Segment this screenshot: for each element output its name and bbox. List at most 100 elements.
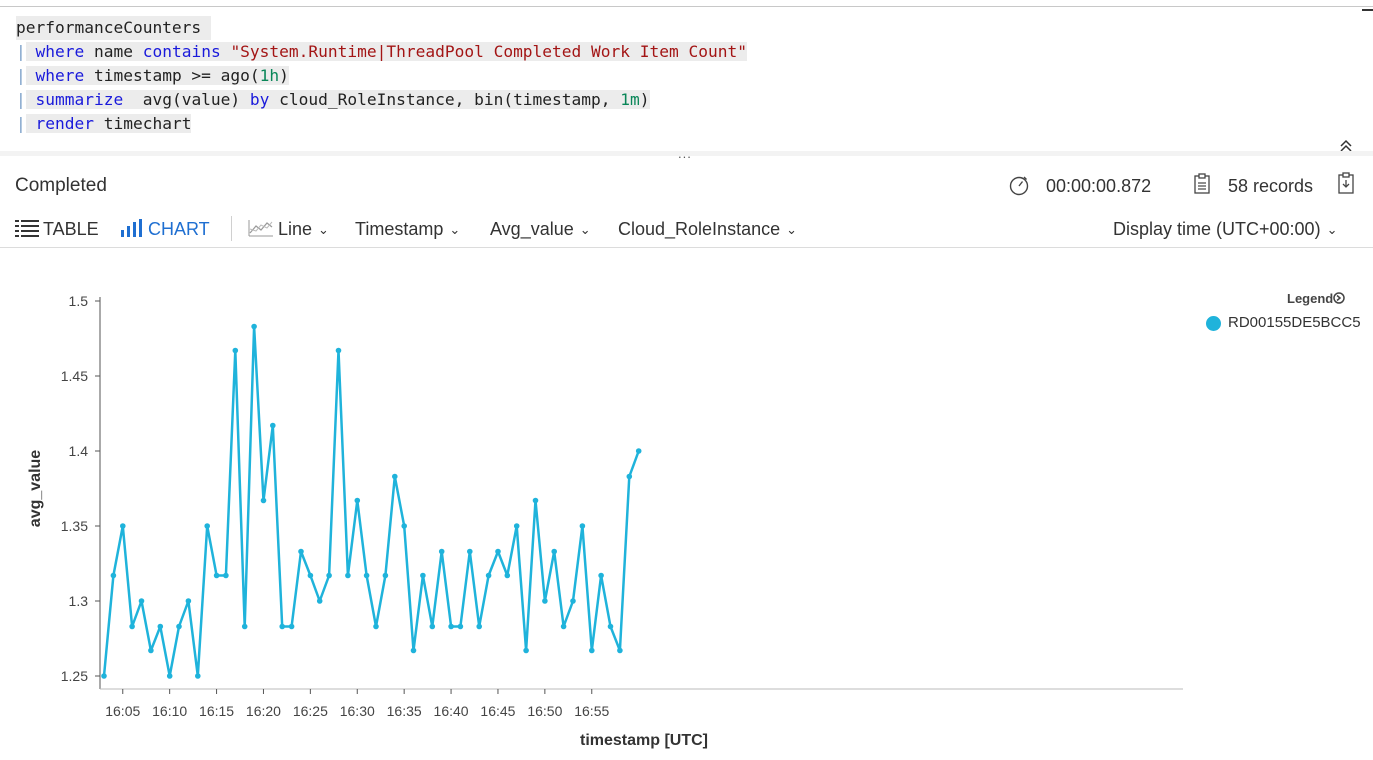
- data-point: [598, 572, 604, 579]
- data-point: [551, 548, 557, 555]
- data-point: [195, 673, 201, 679]
- series-line: [102, 325, 640, 678]
- query-text: timestamp >= ago(: [84, 66, 260, 85]
- copy-icon[interactable]: [1336, 171, 1356, 195]
- query-line-2[interactable]: | where name contains "System.Runtime|Th…: [16, 40, 747, 64]
- x-tick-label: 16:40: [434, 703, 469, 719]
- legend-item-label[interactable]: RD00155DE5BCC5: [1228, 314, 1361, 331]
- data-point: [438, 548, 445, 555]
- query-text: name: [84, 42, 143, 61]
- data-point: [467, 548, 473, 555]
- data-point: [316, 598, 323, 604]
- x-tick-label: 16:10: [152, 703, 187, 719]
- x-tick-label: 16:20: [246, 703, 281, 719]
- data-point: [476, 623, 483, 630]
- line-chart-icon: [248, 220, 273, 237]
- data-point: [213, 572, 220, 579]
- x-tick-label: 16:35: [387, 703, 422, 719]
- keyword: render: [35, 114, 94, 133]
- chart-type-label: Line: [278, 219, 313, 239]
- x-axis-title: timestamp [UTC]: [580, 732, 708, 749]
- pipe-char: |: [16, 42, 26, 61]
- data-point: [166, 673, 173, 679]
- records-count: 58 records: [1228, 176, 1314, 196]
- query-line-1[interactable]: performanceCounters: [16, 16, 211, 40]
- arrow-right-circle-icon: [1333, 292, 1345, 304]
- chevron-down-icon: ⌄: [318, 222, 329, 237]
- display-time-dropdown[interactable]: Display time (UTC+00:00) ⌄: [1113, 217, 1337, 241]
- data-point: [382, 572, 389, 579]
- data-point: [120, 523, 126, 529]
- query-line-5[interactable]: | render timechart: [16, 112, 192, 136]
- legend-title[interactable]: Legend: [1287, 291, 1345, 306]
- data-point: [626, 473, 633, 480]
- tab-chart[interactable]: CHART: [120, 217, 210, 241]
- data-point: [110, 572, 117, 579]
- split-by-label: Cloud_RoleInstance: [618, 219, 781, 239]
- pipe-char: |: [16, 66, 26, 85]
- query-text: ): [639, 90, 650, 109]
- data-point: [138, 598, 145, 604]
- x-tick-label: 16:45: [480, 703, 515, 719]
- x-tick-label: 16:30: [340, 703, 375, 719]
- data-point: [513, 523, 520, 529]
- chevron-down-icon: ⌄: [786, 222, 798, 237]
- y-axis-title: avg_value: [27, 450, 44, 527]
- data-point: [148, 647, 154, 654]
- x-tick-label: 16:55: [574, 703, 609, 719]
- split-by-dropdown[interactable]: Cloud_RoleInstance ⌄: [618, 217, 797, 241]
- query-text: ): [279, 66, 289, 85]
- clipboard-icon: [1193, 173, 1211, 195]
- query-line-4[interactable]: | summarize avg(value) by cloud_RoleInst…: [16, 88, 650, 112]
- data-point: [345, 572, 351, 579]
- data-point: [485, 572, 492, 579]
- data-point: [457, 623, 464, 630]
- query-text: timechart: [93, 114, 192, 133]
- tab-chart-label: CHART: [148, 219, 210, 239]
- data-point: [232, 347, 239, 354]
- query-text: cloud_RoleInstance, bin(timestamp,: [269, 90, 621, 109]
- toolbar-divider: [231, 216, 232, 241]
- splitter-handle[interactable]: ...: [678, 146, 692, 161]
- data-point: [504, 572, 511, 579]
- x-axis-dropdown[interactable]: Timestamp ⌄: [355, 217, 460, 241]
- double-chevron-up-icon[interactable]: [1334, 138, 1358, 160]
- data-point: [354, 497, 361, 504]
- y-tick-label: 1.45: [61, 368, 88, 384]
- chart-type-dropdown[interactable]: Line ⌄: [248, 217, 329, 241]
- y-axis-dropdown[interactable]: Avg_value ⌄: [490, 217, 591, 241]
- data-point: [392, 473, 398, 480]
- data-point: [298, 548, 304, 555]
- legend-title-text: Legend: [1287, 291, 1334, 306]
- query-editor[interactable]: performanceCounters | where name contain…: [0, 14, 1373, 154]
- x-axis-label: Timestamp: [355, 219, 444, 239]
- x-tick-label: 16:50: [527, 703, 562, 719]
- y-tick-label: 1.5: [69, 293, 89, 309]
- data-point: [279, 623, 286, 630]
- scrollbar-thumb[interactable]: [1362, 9, 1373, 11]
- data-point: [185, 598, 192, 604]
- line-chart[interactable]: 1.25 1.3 1.35 1.4 1.45 1.5 16:05 16:10 16:15 16:2…: [0, 248, 1200, 760]
- data-point: [307, 572, 314, 579]
- data-point: [589, 647, 595, 654]
- data-point: [270, 422, 276, 429]
- data-point: [251, 323, 257, 330]
- data-point: [363, 572, 370, 579]
- pipe-char: |: [16, 90, 26, 109]
- number-literal: 1h: [259, 66, 280, 85]
- tab-table[interactable]: TABLE: [15, 217, 99, 241]
- data-point: [532, 497, 539, 504]
- data-point: [176, 623, 182, 630]
- data-point: [204, 523, 210, 529]
- top-border: [0, 6, 1373, 7]
- x-tick-label: 16:25: [293, 703, 328, 719]
- y-tick-label: 1.35: [61, 518, 88, 534]
- query-line-3[interactable]: | where timestamp >= ago(1h): [16, 64, 289, 88]
- data-point: [448, 623, 454, 630]
- data-point: [373, 623, 379, 630]
- y-tick-label: 1.4: [69, 443, 89, 459]
- data-point: [523, 647, 529, 654]
- data-point: [429, 623, 436, 630]
- editor-splitter[interactable]: [0, 151, 1373, 156]
- legend-marker[interactable]: [1206, 316, 1221, 331]
